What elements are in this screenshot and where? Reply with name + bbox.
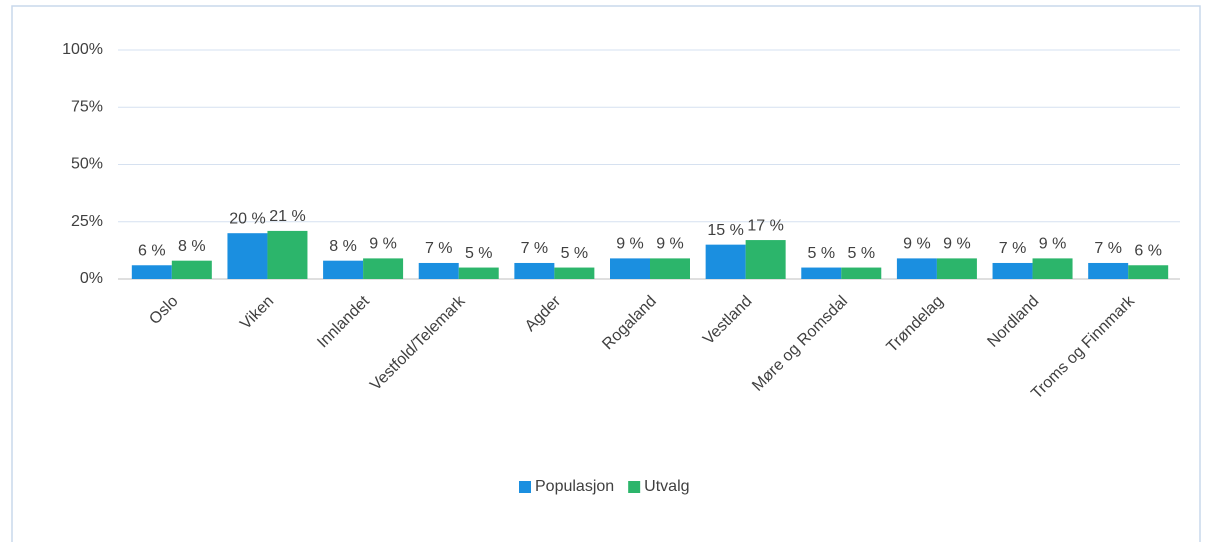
data-label: 5 % [847,245,875,262]
legend-label: Populasjon [535,478,614,495]
y-tick-label: 50% [71,156,103,173]
data-label: 20 % [229,210,265,227]
data-label: 9 % [903,236,931,253]
data-label: 15 % [707,222,743,239]
legend-label: Utvalg [644,478,689,495]
bar [801,267,842,279]
bar [841,267,882,279]
data-label: 17 % [747,217,783,234]
legend-swatch [519,481,531,493]
bar [323,260,364,279]
y-tick-label: 0% [80,270,103,287]
bar [171,260,212,279]
bar [554,267,595,279]
bar [227,233,268,279]
y-tick-label: 100% [62,41,103,58]
bar [1032,258,1073,279]
data-label: 7 % [999,240,1027,257]
bar [131,265,172,279]
data-label: 7 % [521,240,549,257]
bar [458,267,499,279]
bar [514,262,555,279]
y-tick-label: 75% [71,98,103,115]
bar [705,244,746,279]
bar [363,258,404,279]
data-label: 8 % [329,238,357,255]
bar [418,262,459,279]
bar [610,258,650,279]
bar [267,230,308,279]
data-label: 9 % [943,236,971,253]
data-label: 5 % [561,245,589,262]
data-label: 9 % [656,236,684,253]
data-label: 8 % [178,238,206,255]
bar [1088,262,1129,279]
y-tick-label: 25% [71,213,103,230]
bar [992,262,1033,279]
data-label: 5 % [807,245,835,262]
bar [1128,265,1169,279]
data-label: 7 % [425,240,453,257]
bar [650,258,690,279]
bar [745,240,786,279]
data-label: 9 % [1039,236,1067,253]
data-label: 6 % [138,242,166,259]
bar [896,258,937,279]
data-label: 9 % [369,236,397,253]
data-label: 9 % [616,236,644,253]
data-label: 21 % [269,208,305,225]
legend-swatch [628,481,641,493]
data-label: 6 % [1134,242,1162,259]
data-label: 7 % [1094,240,1122,257]
data-label: 5 % [465,245,493,262]
bar [936,258,977,279]
